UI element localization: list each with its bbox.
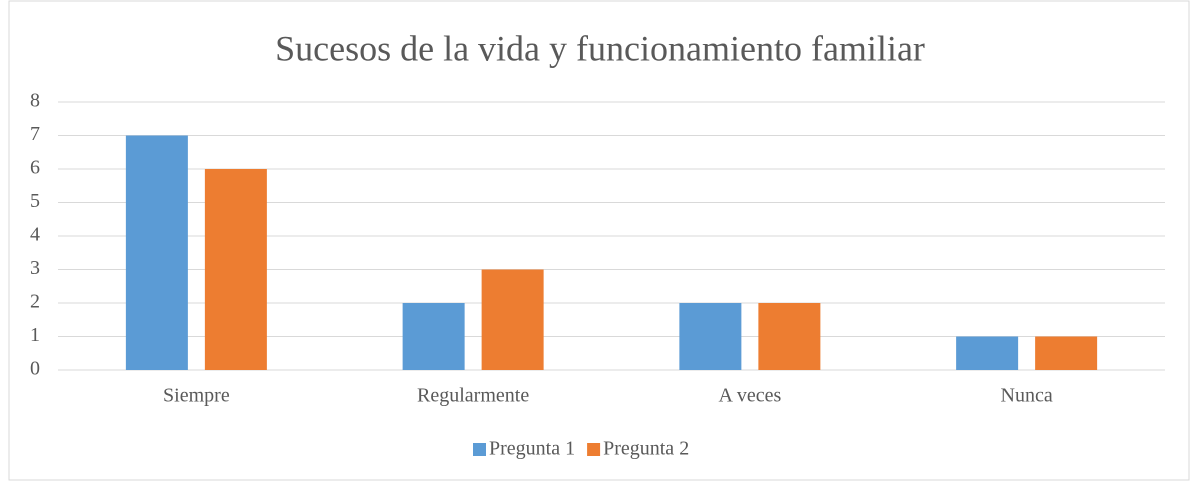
- y-tick-label: 4: [30, 224, 40, 246]
- x-tick-label: Nunca: [1001, 385, 1053, 407]
- legend-label: Pregunta 1: [489, 438, 575, 460]
- y-tick-label: 7: [30, 123, 40, 145]
- bar: [679, 303, 742, 370]
- bar: [402, 303, 465, 370]
- x-tick-label: A veces: [718, 385, 781, 407]
- bar: [481, 269, 544, 370]
- bar: [956, 336, 1019, 370]
- legend-swatch: [473, 443, 486, 456]
- y-tick-label: 8: [30, 90, 40, 112]
- y-tick-label: 1: [30, 324, 40, 346]
- y-tick-label: 6: [30, 157, 40, 179]
- y-tick-label: 0: [30, 358, 40, 380]
- y-tick-label: 3: [30, 257, 40, 279]
- bar: [1035, 336, 1098, 370]
- chart-title: Sucesos de la vida y funcionamiento fami…: [275, 28, 925, 68]
- legend-label: Pregunta 2: [603, 438, 689, 460]
- y-tick-label: 2: [30, 291, 40, 313]
- legend-swatch: [587, 443, 601, 456]
- x-tick-label: Siempre: [163, 385, 230, 407]
- bar: [204, 169, 267, 370]
- y-tick-label: 5: [30, 190, 40, 212]
- x-tick-label: Regularmente: [417, 385, 529, 407]
- bar: [125, 135, 188, 370]
- bar: [758, 303, 821, 370]
